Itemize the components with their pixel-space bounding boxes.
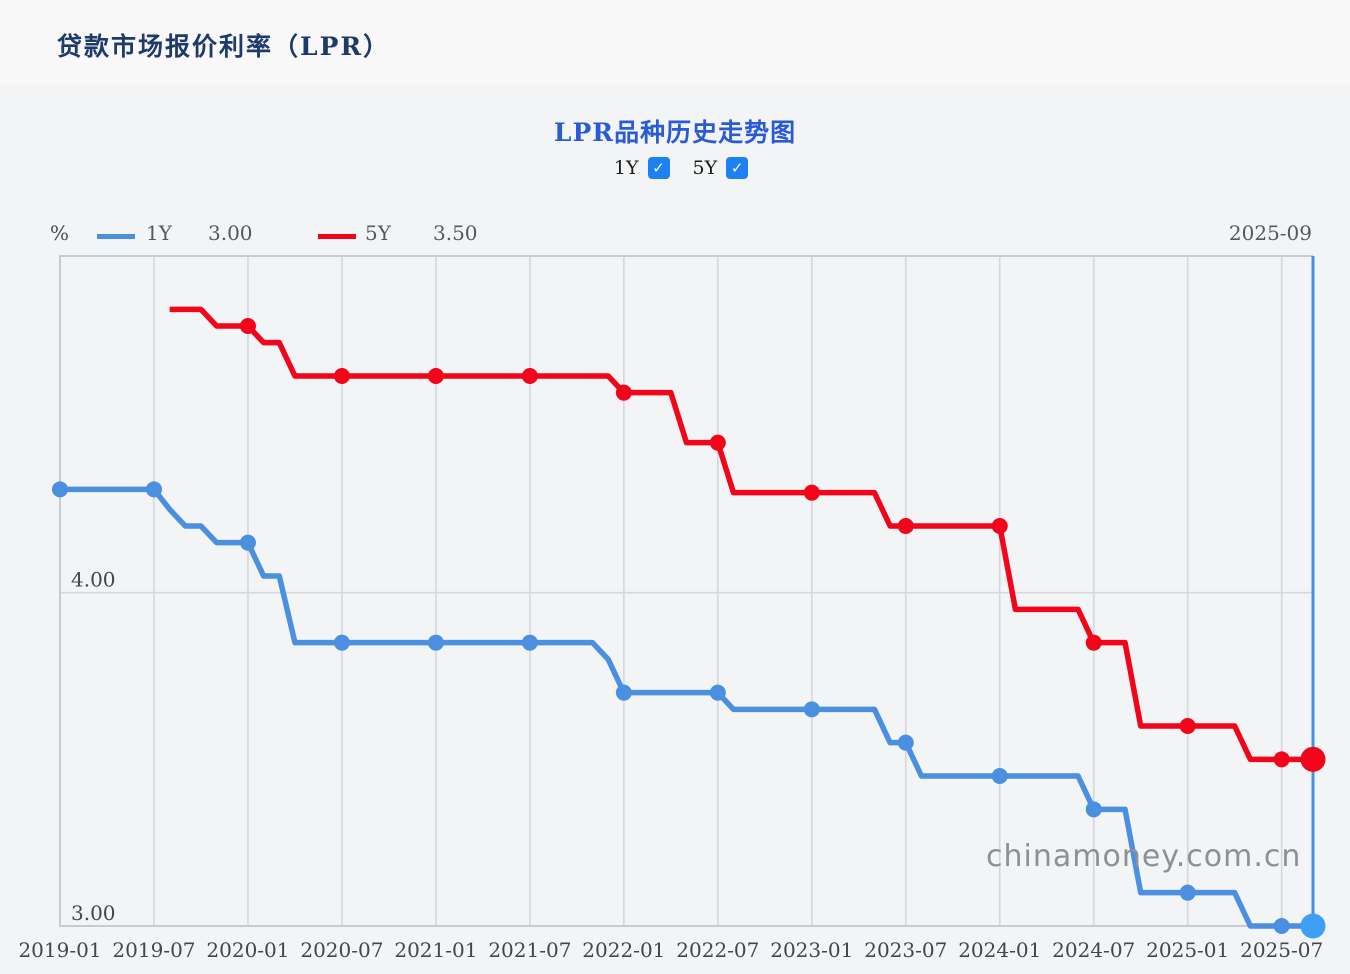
x-tick-label: 2019-07 (112, 938, 195, 962)
5y-end-marker[interactable] (1300, 746, 1326, 772)
y-tick-label: 4.00 (71, 568, 116, 592)
5y-marker[interactable] (427, 368, 444, 384)
1y-marker[interactable] (615, 684, 632, 701)
toggle-1y-checkbox[interactable]: ✓ (647, 157, 670, 179)
cursor-date-label: 2025-09 (1228, 221, 1312, 245)
1y-marker[interactable] (52, 481, 68, 498)
page-title: 贷款市场报价利率（LPR） (57, 32, 391, 61)
5y-marker[interactable] (897, 518, 914, 534)
1y-marker[interactable] (803, 701, 820, 718)
check-icon: ✓ (730, 158, 744, 177)
plot-frame (59, 255, 1313, 927)
watermark: chinamoney.com.cn (986, 839, 1302, 874)
5y-marker[interactable] (333, 368, 350, 384)
legend-5y-swatch (318, 234, 356, 239)
x-tick-label: 2024-07 (1052, 938, 1135, 962)
5y-marker[interactable] (803, 484, 820, 501)
x-tick-label: 2019-01 (18, 938, 101, 962)
series-toggles: 1Y ✓ 5Y ✓ (6, 155, 1350, 181)
1y-marker[interactable] (991, 768, 1008, 784)
1y-marker[interactable] (1179, 884, 1196, 901)
1y-marker[interactable] (709, 684, 726, 701)
5y-marker[interactable] (615, 384, 632, 401)
y-axis-unit-label: % (50, 221, 70, 245)
1y-marker[interactable] (1273, 918, 1290, 934)
5y-marker[interactable] (1179, 718, 1196, 734)
5y-marker[interactable] (521, 368, 538, 384)
x-tick-label: 2022-07 (676, 938, 759, 962)
1y-marker[interactable] (521, 634, 538, 651)
5y-marker[interactable] (1085, 634, 1102, 651)
x-tick-label: 2022-01 (582, 938, 665, 962)
x-tick-label: 2025-07 (1240, 938, 1323, 962)
legend-5y-value: 3.50 (433, 221, 478, 245)
1y-end-marker[interactable] (1300, 913, 1326, 939)
x-tick-label: 2025-01 (1146, 938, 1229, 962)
1y-marker[interactable] (333, 634, 350, 651)
legend-1y-swatch (97, 234, 135, 239)
5y-marker[interactable] (239, 318, 256, 334)
x-tick-label: 2024-01 (958, 938, 1041, 962)
legend-5y-label: 5Y (365, 221, 391, 245)
toggle-1y-label: 1Y (613, 157, 639, 179)
1y-marker[interactable] (145, 481, 162, 498)
legend-1y-label: 1Y (146, 221, 172, 245)
5y-line (169, 306, 1313, 763)
x-tick-label: 2021-01 (394, 938, 477, 962)
1y-marker[interactable] (239, 534, 256, 551)
x-tick-label: 2020-01 (206, 938, 289, 962)
1y-marker[interactable] (1085, 801, 1102, 818)
5y-marker[interactable] (991, 518, 1008, 534)
toggle-5y-checkbox[interactable]: ✓ (726, 157, 749, 179)
1y-line (60, 486, 1313, 929)
y-tick-label: 3.00 (71, 901, 116, 925)
chart-title: LPR品种历史走势图 (553, 118, 797, 147)
1y-marker[interactable] (897, 734, 914, 751)
1y-marker[interactable] (427, 634, 444, 651)
x-tick-label: 2021-07 (488, 938, 571, 962)
x-tick-label: 2023-01 (770, 938, 853, 962)
legend-1y-value: 3.00 (208, 221, 253, 245)
x-tick-label: 2020-07 (300, 938, 383, 962)
x-tick-label: 2023-07 (864, 938, 947, 962)
5y-marker[interactable] (1273, 751, 1290, 768)
page-header: 贷款市场报价利率（LPR） (0, 0, 1350, 84)
5y-marker[interactable] (709, 434, 726, 451)
toggle-5y-label: 5Y (692, 157, 718, 179)
check-icon: ✓ (652, 158, 665, 177)
